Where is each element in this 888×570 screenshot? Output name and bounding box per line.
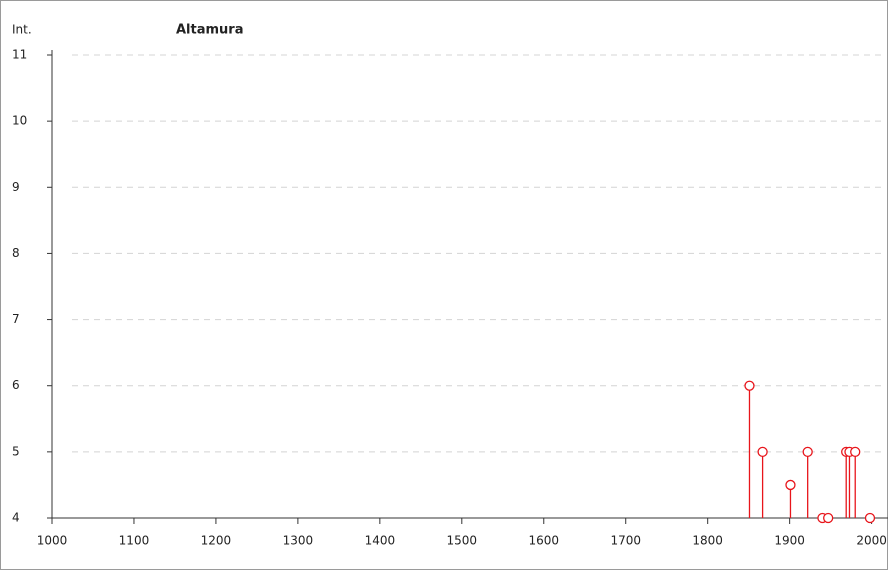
point: [802, 446, 813, 458]
y-tick-label: 6: [12, 378, 20, 392]
x-tick-label: 1800: [692, 534, 723, 548]
y-tick-label: 5: [12, 444, 20, 458]
x-tick-label: 1600: [528, 534, 559, 548]
x-tick-label: 1700: [610, 534, 641, 548]
point: [785, 479, 796, 491]
y-tick-label: 8: [12, 246, 20, 260]
y-tick-label: 11: [12, 48, 27, 62]
y-tick-label: 9: [12, 180, 20, 194]
y-tick-label: 7: [12, 312, 20, 326]
x-tick-label: 1100: [119, 534, 150, 548]
x-tick-label: 1400: [365, 534, 396, 548]
x-tick-label: 2000: [856, 534, 887, 548]
x-tick-label: 1500: [447, 534, 478, 548]
chart-title: Altamura: [176, 23, 244, 38]
point: [744, 380, 755, 391]
point: [850, 446, 861, 458]
point: [864, 512, 876, 524]
x-tick-label: 1300: [283, 534, 314, 548]
y-axis-label: Int.: [12, 23, 32, 37]
x-tick-label: 1000: [37, 534, 68, 548]
point: [757, 446, 768, 458]
x-tick-label: 1900: [774, 534, 805, 548]
y-tick-label: 4: [12, 511, 20, 525]
x-tick-label: 1200: [201, 534, 232, 548]
y-tick-label: 10: [12, 114, 27, 128]
point: [823, 512, 834, 524]
